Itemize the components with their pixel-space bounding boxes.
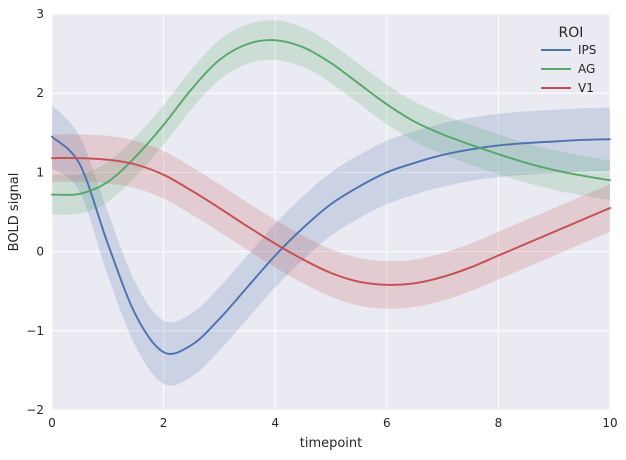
plot-area [52,14,610,410]
y-tick-label: −1 [26,324,44,338]
x-tick-labels: 0 2 4 6 8 10 [48,416,617,430]
y-tick-label: 0 [36,245,44,259]
x-tick-label: 4 [271,416,279,430]
series-line-v1 [51,157,611,286]
legend-label-ips: IPS [578,43,596,57]
band-ips [52,105,610,386]
y-tick-labels: −2 −1 0 1 2 3 [26,7,44,417]
y-tick-label: 2 [36,86,44,100]
series-line-ips [51,135,611,355]
x-tick-label: 6 [383,416,391,430]
series-line-ag [51,39,611,196]
x-tick-label: 10 [602,416,617,430]
legend-items: IPS AG V1 [541,43,596,95]
legend-label-v1: V1 [578,81,594,95]
legend: ROI IPS AG V1 [541,25,596,95]
legend-label-ag: AG [578,62,595,76]
y-tick-label: −2 [26,403,44,417]
y-tick-label: 1 [36,165,44,179]
band-v1 [52,134,610,309]
x-tick-label: 0 [48,416,56,430]
y-tick-label: 3 [36,7,44,21]
series-lines [51,39,611,355]
x-tick-label: 8 [495,416,503,430]
band-ag [52,20,610,215]
y-axis-label: BOLD signal [7,173,22,252]
x-tick-label: 2 [160,416,168,430]
legend-title: ROI [559,25,584,41]
x-axis-label: timepoint [300,436,363,451]
confidence-bands [52,20,610,386]
